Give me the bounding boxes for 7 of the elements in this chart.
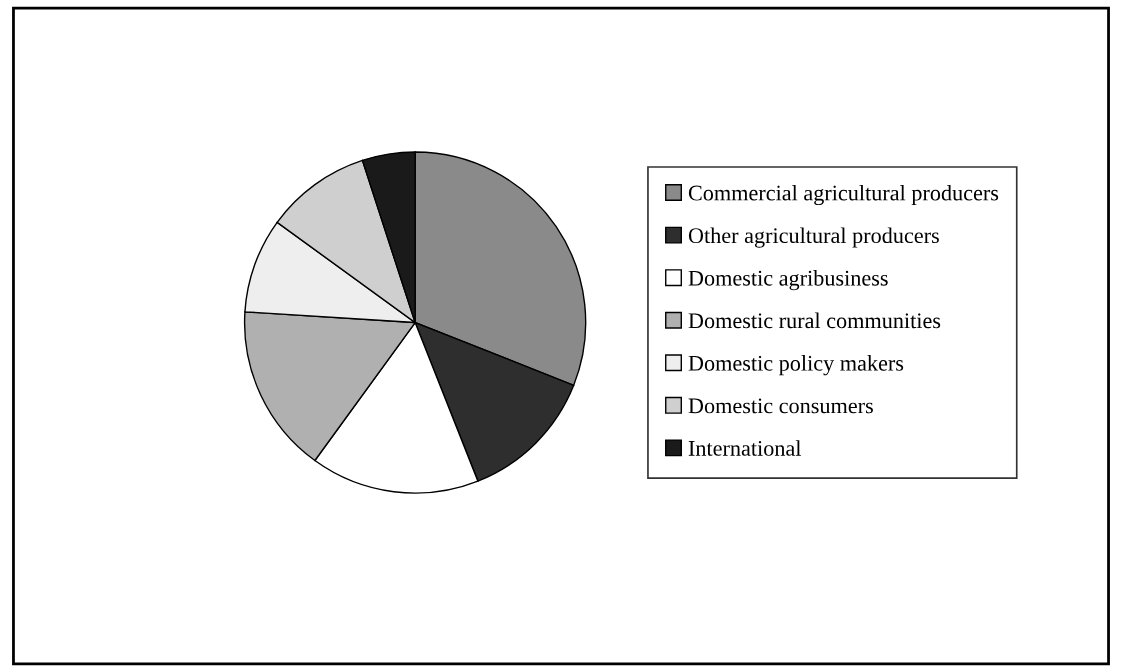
legend-label: Domestic consumers: [688, 398, 873, 414]
legend-label: Domestic rural communities: [688, 312, 941, 329]
legend-label: Other agricultural producers: [688, 227, 939, 248]
legend-label: Domestic policy makers: [688, 355, 904, 376]
legend-label: Commercial agricultural producers: [688, 184, 999, 206]
legend-label: Domestic agribusiness: [688, 270, 888, 291]
legend-label: International: [688, 440, 802, 456]
